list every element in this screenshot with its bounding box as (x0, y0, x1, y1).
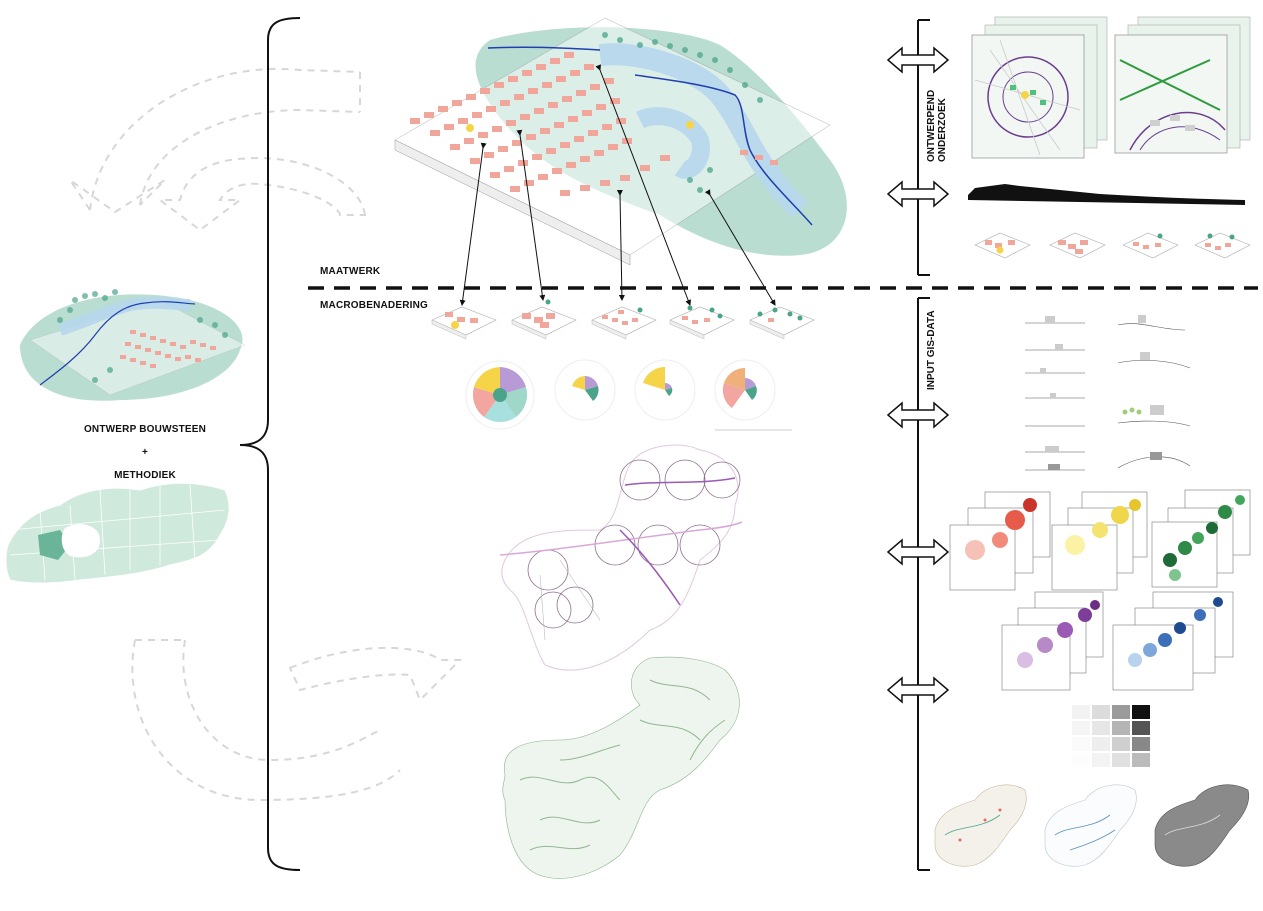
skyline-section (968, 184, 1245, 205)
double-arrow-icon (886, 180, 950, 208)
gis-output-map-3 (1154, 784, 1250, 867)
macro-block-2 (511, 299, 577, 340)
macro-block-1 (431, 306, 497, 340)
double-arrow-icon (886, 401, 950, 429)
gis-matrix (1072, 705, 1150, 767)
macrobenadering-label: MACROBENADERING (320, 300, 428, 311)
input-gis-data-label: INPUT GIS-DATA (926, 310, 937, 390)
gis-heatmap-red (949, 491, 1051, 591)
gis-heatmap-green (1151, 489, 1251, 588)
curly-brace-icon (239, 17, 301, 871)
macro-block-4 (669, 305, 735, 340)
ontwerpend-onderzoek-label: ONTWERPEND ONDERZOEK (926, 90, 948, 162)
methodiek-label: METHODIEK (114, 470, 176, 481)
maatwerk-label: MAATWERK (320, 266, 381, 277)
ontwerp-bouwsteen-label: ONTWERP BOUWSTEEN (83, 424, 207, 435)
gis-profiles (1025, 315, 1191, 471)
flanders-map (5, 482, 230, 584)
double-arrow-icon (886, 538, 950, 566)
curved-arrow-icon (69, 67, 367, 232)
rose-chart-3 (634, 359, 696, 421)
research-block-2 (1049, 232, 1106, 259)
macro-block-5 (749, 306, 815, 340)
rose-chart-4 (714, 359, 776, 421)
connection-arrows (459, 64, 776, 306)
macro-block-3 (591, 306, 657, 340)
research-block-3 (1122, 232, 1179, 259)
research-block-1 (974, 232, 1031, 259)
research-block-4 (1194, 232, 1251, 259)
gis-heatmap-yellow (1051, 491, 1148, 591)
gis-output-map-2 (1044, 784, 1137, 867)
analysis-map-circles (499, 444, 743, 671)
ontwerpend-onderzoek-line2: ONDERZOEK (937, 98, 948, 162)
plus-label: + (141, 447, 149, 458)
terrain-map (502, 656, 740, 879)
left-iso-map (20, 289, 246, 401)
double-arrow-icon (886, 676, 950, 704)
curved-arrow-icon (131, 639, 463, 802)
double-arrow-icon (886, 46, 950, 74)
rose-chart-1 (465, 360, 535, 430)
gis-output-map-1 (934, 784, 1027, 867)
ontwerpend-onderzoek-line1: ONTWERPEND (926, 89, 937, 162)
rose-chart-2 (554, 359, 616, 421)
research-maps-stack-2 (1114, 16, 1251, 154)
gis-heatmap-purple (1001, 591, 1104, 691)
gis-heatmap-blue (1112, 591, 1234, 691)
research-maps-stack-1 (971, 16, 1108, 159)
